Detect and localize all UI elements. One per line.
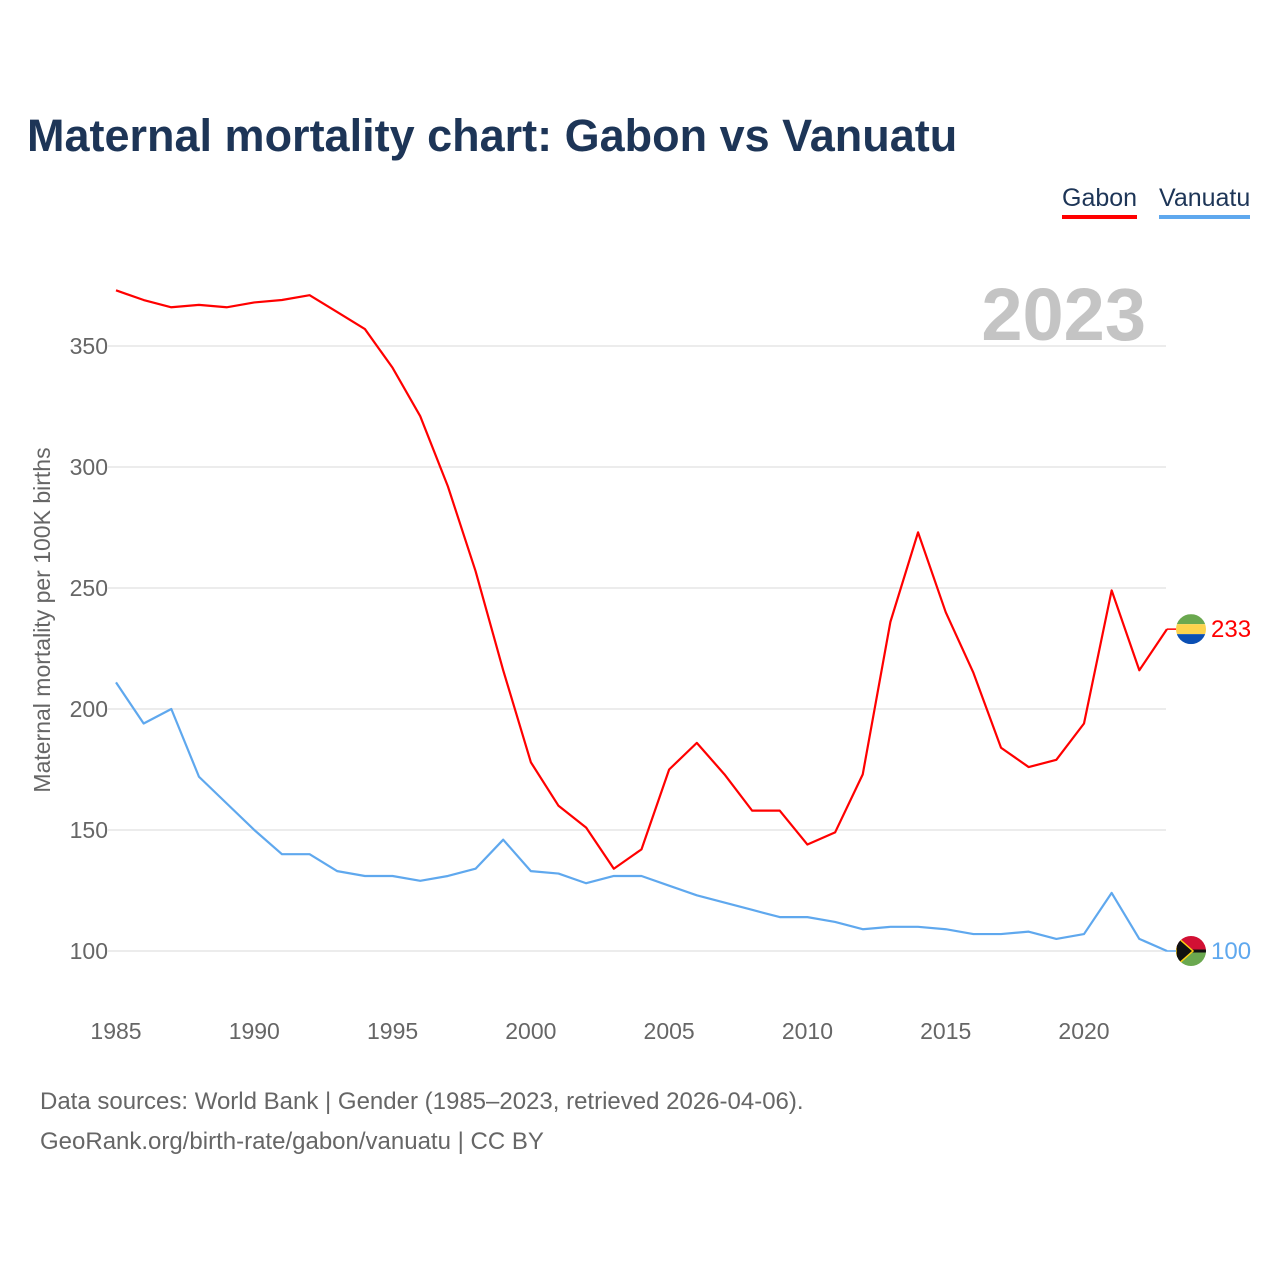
chart-title: Maternal mortality chart: Gabon vs Vanua… — [27, 110, 958, 161]
source-line-1: Data sources: World Bank | Gender (1985–… — [40, 1088, 804, 1115]
series-line-vanuatu — [115, 681, 1168, 953]
x-tick-label: 2020 — [1058, 1018, 1109, 1044]
x-tick-label: 2015 — [920, 1018, 971, 1044]
gabon-flag-icon — [1176, 614, 1206, 645]
y-tick-label: 100 — [70, 938, 108, 964]
x-tick-label: 1985 — [90, 1018, 141, 1044]
y-tick-label: 150 — [70, 817, 108, 843]
x-tick-label: 1990 — [229, 1018, 280, 1044]
legend-vanuatu[interactable]: Vanuatu — [1159, 184, 1251, 219]
y-tick-label: 250 — [70, 575, 108, 601]
x-tick-label: 1995 — [367, 1018, 418, 1044]
year-watermark: 2023 — [981, 273, 1146, 356]
x-tick-label: 2005 — [644, 1018, 695, 1044]
y-axis-label: Maternal mortality per 100K births — [29, 447, 55, 792]
y-tick-label: 350 — [70, 333, 108, 359]
x-tick-label: 2000 — [505, 1018, 556, 1044]
y-tick-label: 200 — [70, 696, 108, 722]
series-line-gabon — [115, 289, 1168, 870]
legend-gabon[interactable]: Gabon — [1062, 184, 1138, 219]
end-value-gabon: 233 — [1211, 616, 1251, 643]
source-line-2[interactable]: GeoRank.org/birth-rate/gabon/vanuatu | C… — [40, 1128, 544, 1155]
y-tick-label: 300 — [70, 454, 108, 480]
x-tick-label: 2010 — [782, 1018, 833, 1044]
end-value-vanuatu: 100 — [1211, 938, 1251, 965]
vanuatu-flag-icon — [1176, 936, 1206, 966]
